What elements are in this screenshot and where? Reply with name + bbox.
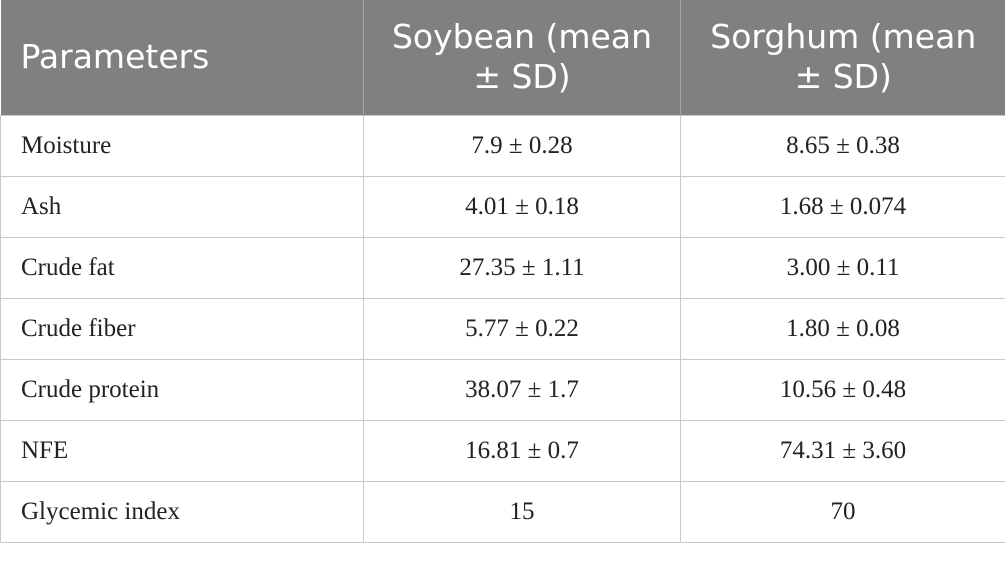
row-label: NFE (0, 419, 364, 482)
data-table: Parameters Soybean (mean ± SD) Sorghum (me… (0, 0, 1005, 543)
header-row: Parameters Soybean (mean ± SD) Sorghum (me… (0, 0, 1005, 115)
value-cell: 27.35 ± 1.11 (363, 236, 681, 299)
row-label: Ash (0, 175, 364, 238)
value-cell: 4.01 ± 0.18 (363, 175, 681, 238)
table-row: Moisture 7.9 ± 0.28 8.65 ± 0.38 (0, 114, 1005, 177)
table-row: Glycemic index 15 70 (0, 480, 1005, 543)
value-cell: 1.80 ± 0.08 (680, 297, 1005, 360)
value-cell: 3.00 ± 0.11 (680, 236, 1005, 299)
value-cell: 74.31 ± 3.60 (680, 419, 1005, 482)
value-cell: 16.81 ± 0.7 (363, 419, 681, 482)
value-cell: 10.56 ± 0.48 (680, 358, 1005, 421)
header-cell: Sorghum (mean ± SD) (680, 0, 1005, 115)
value-cell: 70 (680, 480, 1005, 543)
value-cell: 38.07 ± 1.7 (363, 358, 681, 421)
value-cell: 8.65 ± 0.38 (680, 114, 1005, 177)
row-label: Crude protein (0, 358, 364, 421)
row-label: Crude fiber (0, 297, 364, 360)
table-row: Crude protein 38.07 ± 1.7 10.56 ± 0.48 (0, 358, 1005, 421)
row-label: Moisture (0, 114, 364, 177)
value-cell: 5.77 ± 0.22 (363, 297, 681, 360)
table-body: Moisture 7.9 ± 0.28 8.65 ± 0.38 Ash 4.01 ± 0… (0, 114, 1005, 543)
table-row: Ash 4.01 ± 0.18 1.68 ± 0.074 (0, 175, 1005, 238)
value-cell: 1.68 ± 0.074 (680, 175, 1005, 238)
row-label: Crude fat (0, 236, 364, 299)
value-cell: 15 (363, 480, 681, 543)
header-cell: Soybean (mean ± SD) (363, 0, 681, 115)
value-cell: 7.9 ± 0.28 (363, 114, 681, 177)
header-cell: Parameters (0, 0, 364, 115)
table-row: Crude fat 27.35 ± 1.11 3.00 ± 0.11 (0, 236, 1005, 299)
table-header: Parameters Soybean (mean ± SD) Sorghum (me… (0, 0, 1005, 115)
table-row: NFE 16.81 ± 0.7 74.31 ± 3.60 (0, 419, 1005, 482)
row-label: Glycemic index (0, 480, 364, 543)
table-row: Crude fiber 5.77 ± 0.22 1.80 ± 0.08 (0, 297, 1005, 360)
